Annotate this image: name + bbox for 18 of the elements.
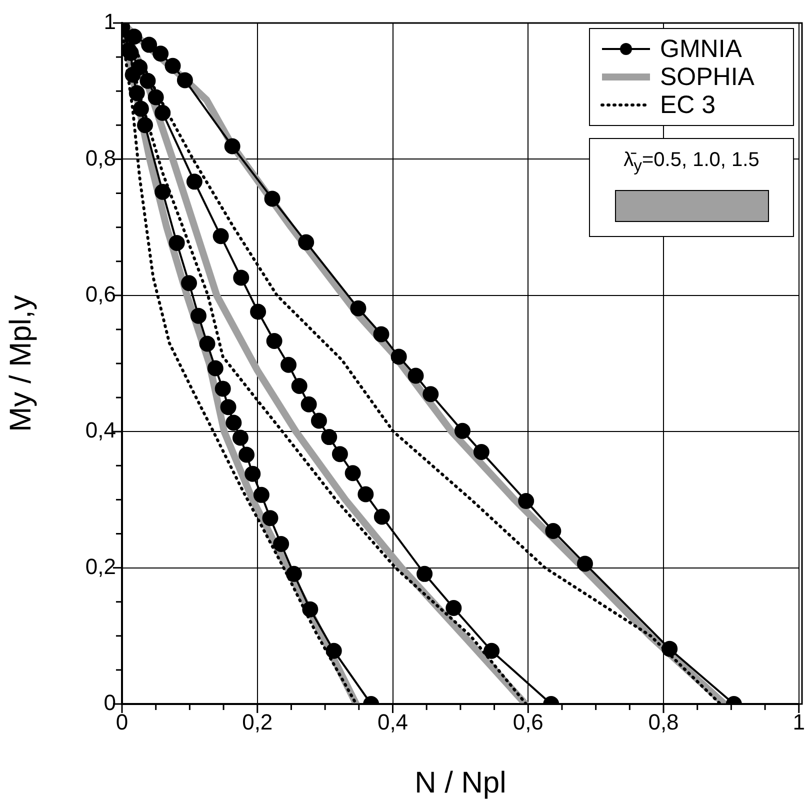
x-tick-label: 0,4 [377, 709, 408, 734]
x-tick-label: 0,2 [242, 709, 273, 734]
key-box: λ̄$_{y}$=0.5, 1.0, 1.5 [589, 138, 794, 237]
y-tick-label: 0,2 [85, 554, 116, 579]
legend-label: GMNIA [660, 34, 742, 64]
annotation: λ̄$_{y}$=0.5, 1.0, 1.5 [622, 149, 760, 176]
x-tick-label: 0,6 [512, 709, 544, 734]
y-tick-label: 0,6 [85, 281, 116, 306]
x-axis-title: N / Npl [414, 766, 506, 800]
y-tick-label: 0,4 [85, 418, 116, 443]
legend-label: SOPHIA [660, 62, 754, 92]
y-tick-label: 0 [104, 690, 116, 716]
y-tick-label: 1 [104, 9, 116, 34]
y-tick-label: 0,8 [85, 145, 116, 170]
y-axis-title: My / Mpl,y [4, 295, 38, 432]
x-tick-label: 1 [792, 709, 806, 734]
x-tick-label: 0,8 [648, 709, 679, 734]
legend-label: EC 3 [660, 90, 716, 120]
